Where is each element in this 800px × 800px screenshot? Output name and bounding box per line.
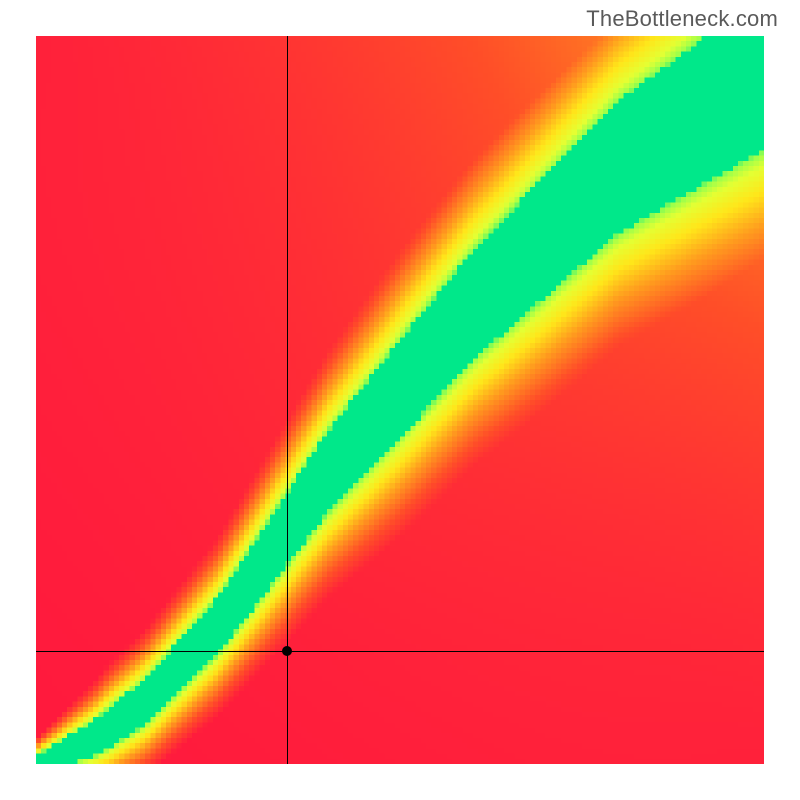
crosshair-marker [282, 646, 292, 656]
crosshair-horizontal [36, 651, 764, 652]
chart-container: TheBottleneck.com [0, 0, 800, 800]
bottleneck-heatmap [36, 36, 764, 764]
watermark-text: TheBottleneck.com [586, 6, 778, 32]
